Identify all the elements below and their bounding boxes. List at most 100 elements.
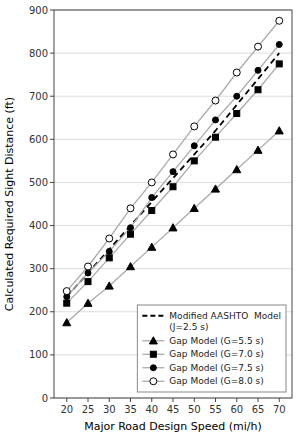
x-tick-label: 70 [273, 404, 286, 415]
y-tick [50, 10, 54, 11]
point-marker [191, 123, 198, 130]
series-line [67, 44, 280, 296]
legend-label: Gap Model (G=5.5 s) [169, 336, 263, 346]
point-marker [255, 43, 262, 50]
y-tick-label: 700 [29, 91, 48, 102]
legend: Modified AASHTO Model(J=2.5 s) Gap Model … [137, 305, 286, 392]
axes: 0100200300400500600700800900202530354045… [29, 5, 286, 416]
y-tick [50, 354, 54, 355]
legend-marker [150, 378, 157, 385]
point-marker [212, 97, 219, 104]
x-tick [109, 398, 110, 402]
legend-label: Modified AASHTO Model(J=2.5 s) [169, 311, 281, 333]
legend-marker [149, 337, 157, 344]
point-marker [276, 17, 283, 24]
plot-data [63, 17, 284, 325]
point-marker [255, 67, 261, 73]
legend-box [137, 305, 286, 392]
y-grid-line [54, 182, 292, 183]
x-tick-label: 45 [167, 404, 180, 415]
point-marker [191, 143, 197, 149]
y-grid-line [54, 96, 292, 97]
x-tick [215, 398, 216, 402]
y-grid-line [54, 139, 292, 140]
point-marker [275, 127, 283, 134]
point-marker [191, 158, 197, 164]
y-tick-label: 100 [29, 349, 48, 360]
point-marker [234, 110, 240, 116]
x-tick [194, 398, 195, 402]
point-marker [170, 169, 176, 175]
point-marker [106, 255, 112, 261]
y-tick-label: 600 [29, 134, 48, 145]
series-line [67, 21, 280, 291]
legend-line [142, 315, 164, 317]
point-marker [233, 166, 241, 173]
y-tick-label: 800 [29, 48, 48, 59]
x-tick-label: 60 [230, 404, 243, 415]
legend-label: Gap Model (G=7.5 s) [169, 363, 263, 373]
legend-marker [150, 351, 156, 357]
point-marker [148, 179, 155, 186]
x-tick-label: 55 [209, 404, 222, 415]
point-marker [128, 231, 134, 237]
x-tick-label: 25 [82, 404, 95, 415]
point-marker [85, 270, 91, 276]
x-tick [279, 398, 280, 402]
point-marker [169, 224, 177, 231]
x-tick [151, 398, 152, 402]
y-tick [50, 139, 54, 140]
point-marker [106, 248, 112, 254]
point-marker [64, 300, 70, 306]
y-tick-label: 200 [29, 306, 48, 317]
y-tick-label: 400 [29, 220, 48, 231]
series-line [67, 64, 280, 303]
point-marker [170, 184, 176, 190]
y-tick [50, 398, 54, 399]
legend-marker [150, 365, 156, 371]
point-marker [105, 282, 113, 289]
x-tick [66, 398, 67, 402]
x-tick-label: 20 [60, 404, 73, 415]
y-tick [50, 53, 54, 54]
y-tick [50, 225, 54, 226]
y-tick-label: 500 [29, 177, 48, 188]
x-tick-label: 30 [103, 404, 116, 415]
x-tick [130, 398, 131, 402]
y-axis-label: Calculated Required Sight Distance (ft) [3, 97, 16, 311]
x-tick-label: 40 [145, 404, 158, 415]
point-marker [255, 87, 261, 93]
y-tick-label: 900 [29, 5, 48, 16]
y-tick [50, 182, 54, 183]
plot-frame [54, 10, 292, 398]
x-tick-label: 35 [124, 404, 137, 415]
point-marker [106, 235, 113, 242]
point-marker [213, 134, 219, 140]
point-marker [276, 41, 282, 47]
grid [54, 10, 292, 398]
point-marker [84, 299, 92, 306]
x-tick [236, 398, 237, 402]
point-marker [128, 225, 134, 231]
point-marker [212, 185, 220, 192]
point-marker [213, 117, 219, 123]
y-tick [50, 268, 54, 269]
x-tick [88, 398, 89, 402]
y-tick-label: 300 [29, 263, 48, 274]
point-marker [234, 93, 240, 99]
y-grid-line [54, 53, 292, 54]
point-marker [233, 69, 240, 76]
point-marker [276, 61, 282, 67]
x-tick [173, 398, 174, 402]
y-tick [50, 96, 54, 97]
chart: 0100200300400500600700800900202530354045… [0, 0, 300, 438]
point-marker [85, 263, 92, 270]
legend-label: Gap Model (G=7.0 s) [169, 349, 263, 359]
point-marker [127, 263, 135, 270]
y-tick [50, 311, 54, 312]
point-marker [254, 146, 262, 153]
point-marker [63, 319, 71, 326]
point-marker [148, 243, 156, 250]
x-tick-label: 65 [252, 404, 265, 415]
point-marker [149, 195, 155, 201]
